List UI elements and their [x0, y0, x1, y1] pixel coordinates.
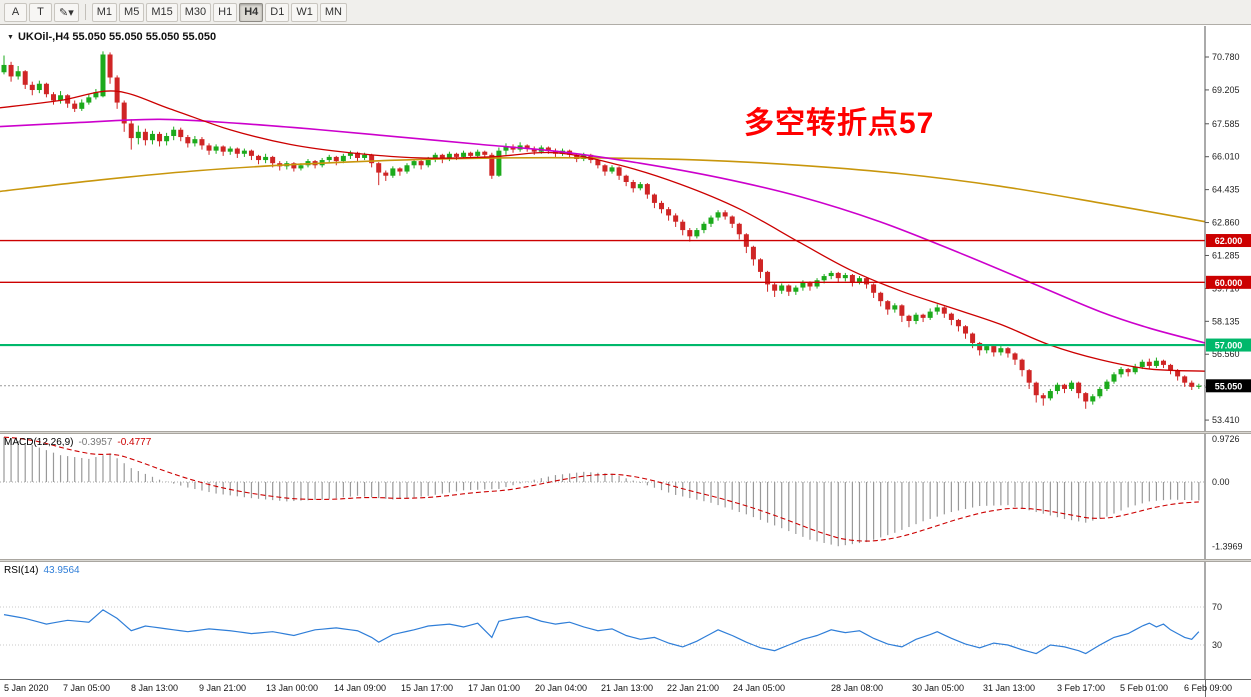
svg-text:66.010: 66.010	[1212, 152, 1240, 162]
time-tick: 24 Jan 05:00	[733, 683, 786, 693]
rsi-axis-label: 70	[1212, 602, 1222, 612]
price-badge-55.050: 55.050	[1206, 379, 1251, 393]
svg-text:64.435: 64.435	[1212, 185, 1240, 195]
ma-medium-magenta	[0, 118, 1206, 344]
svg-text:62.860: 62.860	[1212, 218, 1240, 228]
svg-text:61.285: 61.285	[1212, 250, 1240, 260]
time-axis[interactable]: 5 Jan 2020 7 Jan 05:00 8 Jan 13:00 9 Jan 21…	[0, 679, 1251, 697]
panel-splitter[interactable]	[0, 559, 1251, 562]
time-tick: 6 Feb 09:00	[1184, 683, 1233, 693]
svg-text:70.780: 70.780	[1212, 52, 1240, 62]
macd-main-value: -0.3957	[78, 437, 113, 448]
time-tick: 7 Jan 05:00	[63, 683, 111, 693]
rsi-panel[interactable]: 70 30	[0, 562, 1251, 679]
style-dropdown-button[interactable]: ✎▾	[54, 2, 79, 22]
macd-axis-label: 0.9726	[1212, 434, 1240, 444]
macd-histogram	[3, 437, 1200, 547]
svg-text:60.000: 60.000	[1215, 278, 1243, 288]
time-tick: 14 Jan 09:00	[334, 683, 387, 693]
macd-panel[interactable]: 0.9726 0.00 -1.3969	[0, 434, 1251, 559]
rsi-label: RSI(14) 43.9564	[4, 565, 80, 576]
time-tick: 9 Jan 21:00	[199, 683, 247, 693]
svg-text:58.135: 58.135	[1212, 316, 1240, 326]
timeframe-button-w1[interactable]: W1	[291, 2, 318, 22]
timeframe-button-h1[interactable]: H1	[213, 2, 238, 22]
svg-text:57.000: 57.000	[1215, 341, 1243, 351]
rsi-name: RSI(14)	[4, 565, 39, 576]
svg-text:67.585: 67.585	[1212, 119, 1240, 129]
timeframe-button-mn[interactable]: MN	[319, 2, 347, 22]
time-tick: 3 Feb 17:00	[1057, 683, 1106, 693]
chart-collapse-icon[interactable]: ▼	[7, 33, 14, 41]
macd-axis-label: 0.00	[1212, 477, 1230, 487]
chart-window: 70.780 69.205 67.585 66.010 64.435 62.860 61.2…	[0, 26, 1251, 697]
svg-text:69.205: 69.205	[1212, 85, 1240, 95]
time-tick: 21 Jan 13:00	[601, 683, 654, 693]
timeframe-group: M1 M5 M15 M30 H1 H4 D1 W1 MN	[91, 2, 347, 22]
time-tick: 28 Jan 08:00	[831, 683, 884, 693]
rsi-value: 43.9564	[43, 565, 80, 576]
rsi-line	[3, 609, 1200, 655]
macd-signal-line	[3, 436, 1199, 542]
timeframe-button-m1[interactable]: M1	[91, 2, 118, 22]
time-tick: 5 Feb 01:00	[1120, 683, 1169, 693]
price-badge-57.000: 57.000	[1206, 338, 1251, 352]
time-tick: 8 Jan 13:00	[131, 683, 179, 693]
price-badge-60.000: 60.000	[1206, 275, 1251, 289]
time-tick: 5 Jan 2020	[4, 683, 49, 693]
chart-title: ▼ UKOil-,H4 55.050 55.050 55.050 55.050	[7, 31, 216, 43]
axis-separator	[1205, 680, 1206, 697]
rsi-axis-label: 30	[1212, 640, 1222, 650]
chart-annotation[interactable]: 多空转折点57	[744, 107, 935, 140]
chart-title-text: UKOil-,H4 55.050 55.050 55.050 55.050	[17, 31, 217, 43]
time-tick: 30 Jan 05:00	[912, 683, 965, 693]
macd-label: MACD(12,26,9) -0.3957 -0.4777	[4, 437, 151, 448]
svg-text:56.560: 56.560	[1212, 349, 1240, 359]
toolbar: A T ✎▾ M1 M5 M15 M30 H1 H4 D1 W1 MN	[0, 0, 1251, 25]
text-tool-button[interactable]: T	[29, 2, 52, 22]
svg-text:53.410: 53.410	[1212, 415, 1240, 425]
macd-axis-label: -1.3969	[1212, 542, 1243, 552]
time-tick: 15 Jan 17:00	[401, 683, 454, 693]
toolbar-separator	[84, 4, 86, 20]
timeframe-button-m30[interactable]: M30	[179, 2, 212, 22]
main-chart-panel[interactable]: 70.780 69.205 67.585 66.010 64.435 62.860 61.2…	[0, 26, 1251, 431]
macd-signal-value: -0.4777	[117, 437, 152, 448]
time-tick: 13 Jan 00:00	[266, 683, 319, 693]
candles	[1, 51, 1202, 409]
timeframe-button-h4[interactable]: H4	[239, 2, 264, 22]
timeframe-button-m5[interactable]: M5	[119, 2, 145, 22]
arrow-tool-button[interactable]: A	[4, 2, 27, 22]
svg-text:62.000: 62.000	[1215, 236, 1243, 246]
price-badge-62.000: 62.000	[1206, 234, 1251, 248]
timeframe-button-d1[interactable]: D1	[265, 2, 290, 22]
time-tick: 17 Jan 01:00	[468, 683, 521, 693]
ma-fast-red	[0, 90, 1206, 372]
time-tick: 31 Jan 13:00	[983, 683, 1036, 693]
timeframe-button-m15[interactable]: M15	[146, 2, 178, 22]
svg-text:55.050: 55.050	[1215, 381, 1243, 391]
panel-splitter[interactable]	[0, 431, 1251, 434]
ma-slow-orange	[0, 156, 1206, 223]
time-tick: 22 Jan 21:00	[667, 683, 720, 693]
macd-name: MACD(12,26,9)	[4, 437, 74, 448]
time-tick: 20 Jan 04:00	[535, 683, 588, 693]
tool-buttons: A T ✎▾	[4, 2, 79, 22]
